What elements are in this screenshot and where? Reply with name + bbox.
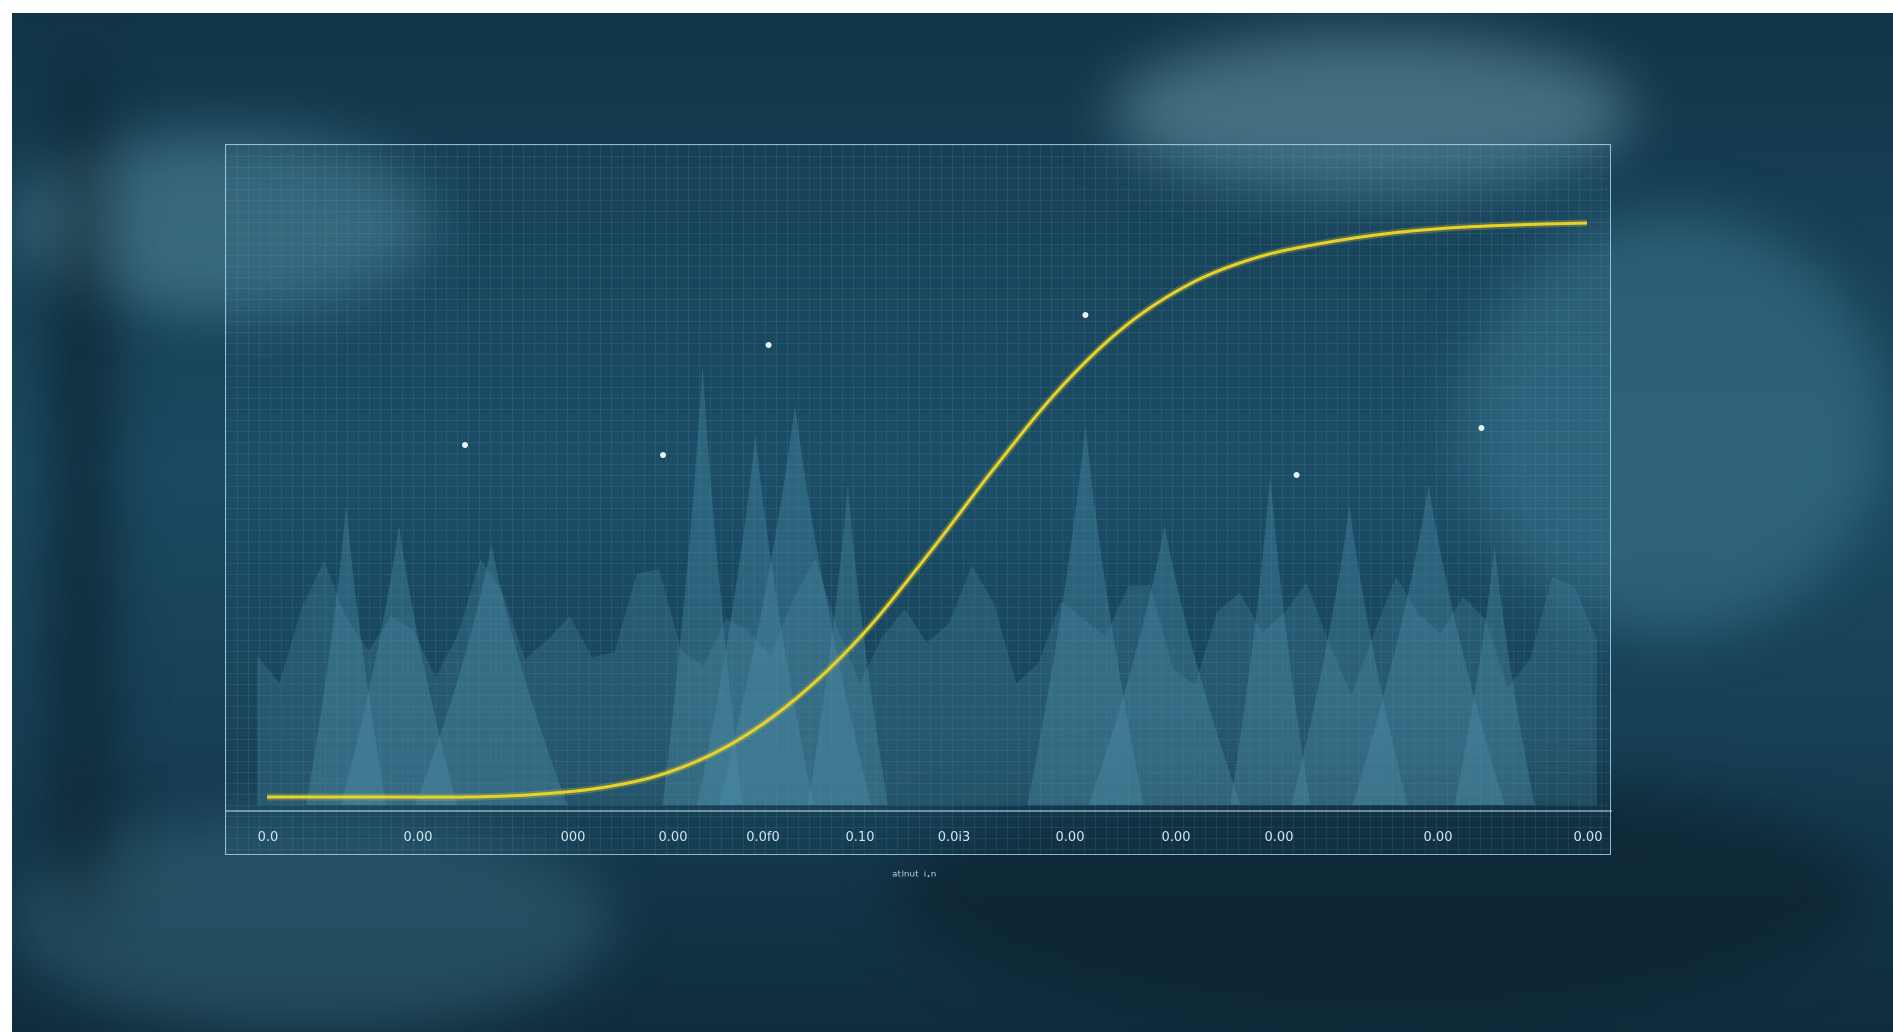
background-peak <box>1454 545 1535 805</box>
background-dot <box>462 442 468 448</box>
photo-background: 0.0 0.00 000 0.00 0.0f0 0.10 0.0i3 0.00 0.00 0.00… <box>12 13 1893 1032</box>
chart-panel: 0.0 0.00 000 0.00 0.0f0 0.10 0.0i3 0.00 0.00 0.00… <box>225 144 1612 855</box>
background-dots <box>462 312 1485 478</box>
background-peak <box>306 505 387 805</box>
background-peak <box>341 525 457 805</box>
x-tick-label: 0.00 <box>1265 830 1294 845</box>
background-peaks <box>257 365 1597 805</box>
x-tick-label: 0.0i3 <box>938 830 971 845</box>
x-tick-label: 0.10 <box>846 830 875 845</box>
background-peak <box>257 558 1597 805</box>
chart-svg: 0.0 0.00 000 0.00 0.0f0 0.10 0.0i3 0.00 0.00 0.00… <box>226 219 1612 845</box>
x-tick-label: 0.0f0 <box>746 830 780 845</box>
background-dot <box>1478 425 1485 431</box>
x-tick-label: 0.00 <box>1162 830 1191 845</box>
background-peak <box>1027 425 1144 805</box>
series-layer <box>267 219 1588 801</box>
x-tick-label: 0.0 <box>258 830 279 845</box>
background-peak <box>1352 485 1505 805</box>
x-tick-label: 0.00 <box>659 830 688 845</box>
background-peak <box>807 485 888 805</box>
x-tick-label: 0.00 <box>404 830 433 845</box>
background-peak <box>697 435 814 805</box>
x-tick-labels: 0.0 0.00 000 0.00 0.0f0 0.10 0.0i3 0.00 0.00 0.00… <box>258 830 1603 845</box>
background-peak <box>1291 505 1408 805</box>
background-peak <box>1088 525 1241 805</box>
x-tick-label: 0.00 <box>1574 830 1603 845</box>
series-line <box>267 221 1588 799</box>
x-tick-label: 0.00 <box>1424 830 1453 845</box>
x-tick-label: 000 <box>561 830 586 845</box>
background-dot <box>660 452 666 458</box>
x-tick-label: 0.00 <box>1056 830 1085 845</box>
background-dot <box>1293 472 1300 478</box>
background-peak <box>719 405 871 805</box>
background-peak <box>662 365 743 805</box>
background-dot <box>765 342 772 348</box>
background-peak <box>1230 475 1311 805</box>
background-peak <box>415 545 568 805</box>
x-axis-label: ᵃᵗˡⁿᵘᵗ ⁱ·ⁿ <box>892 869 937 885</box>
background-dot <box>1082 312 1089 318</box>
